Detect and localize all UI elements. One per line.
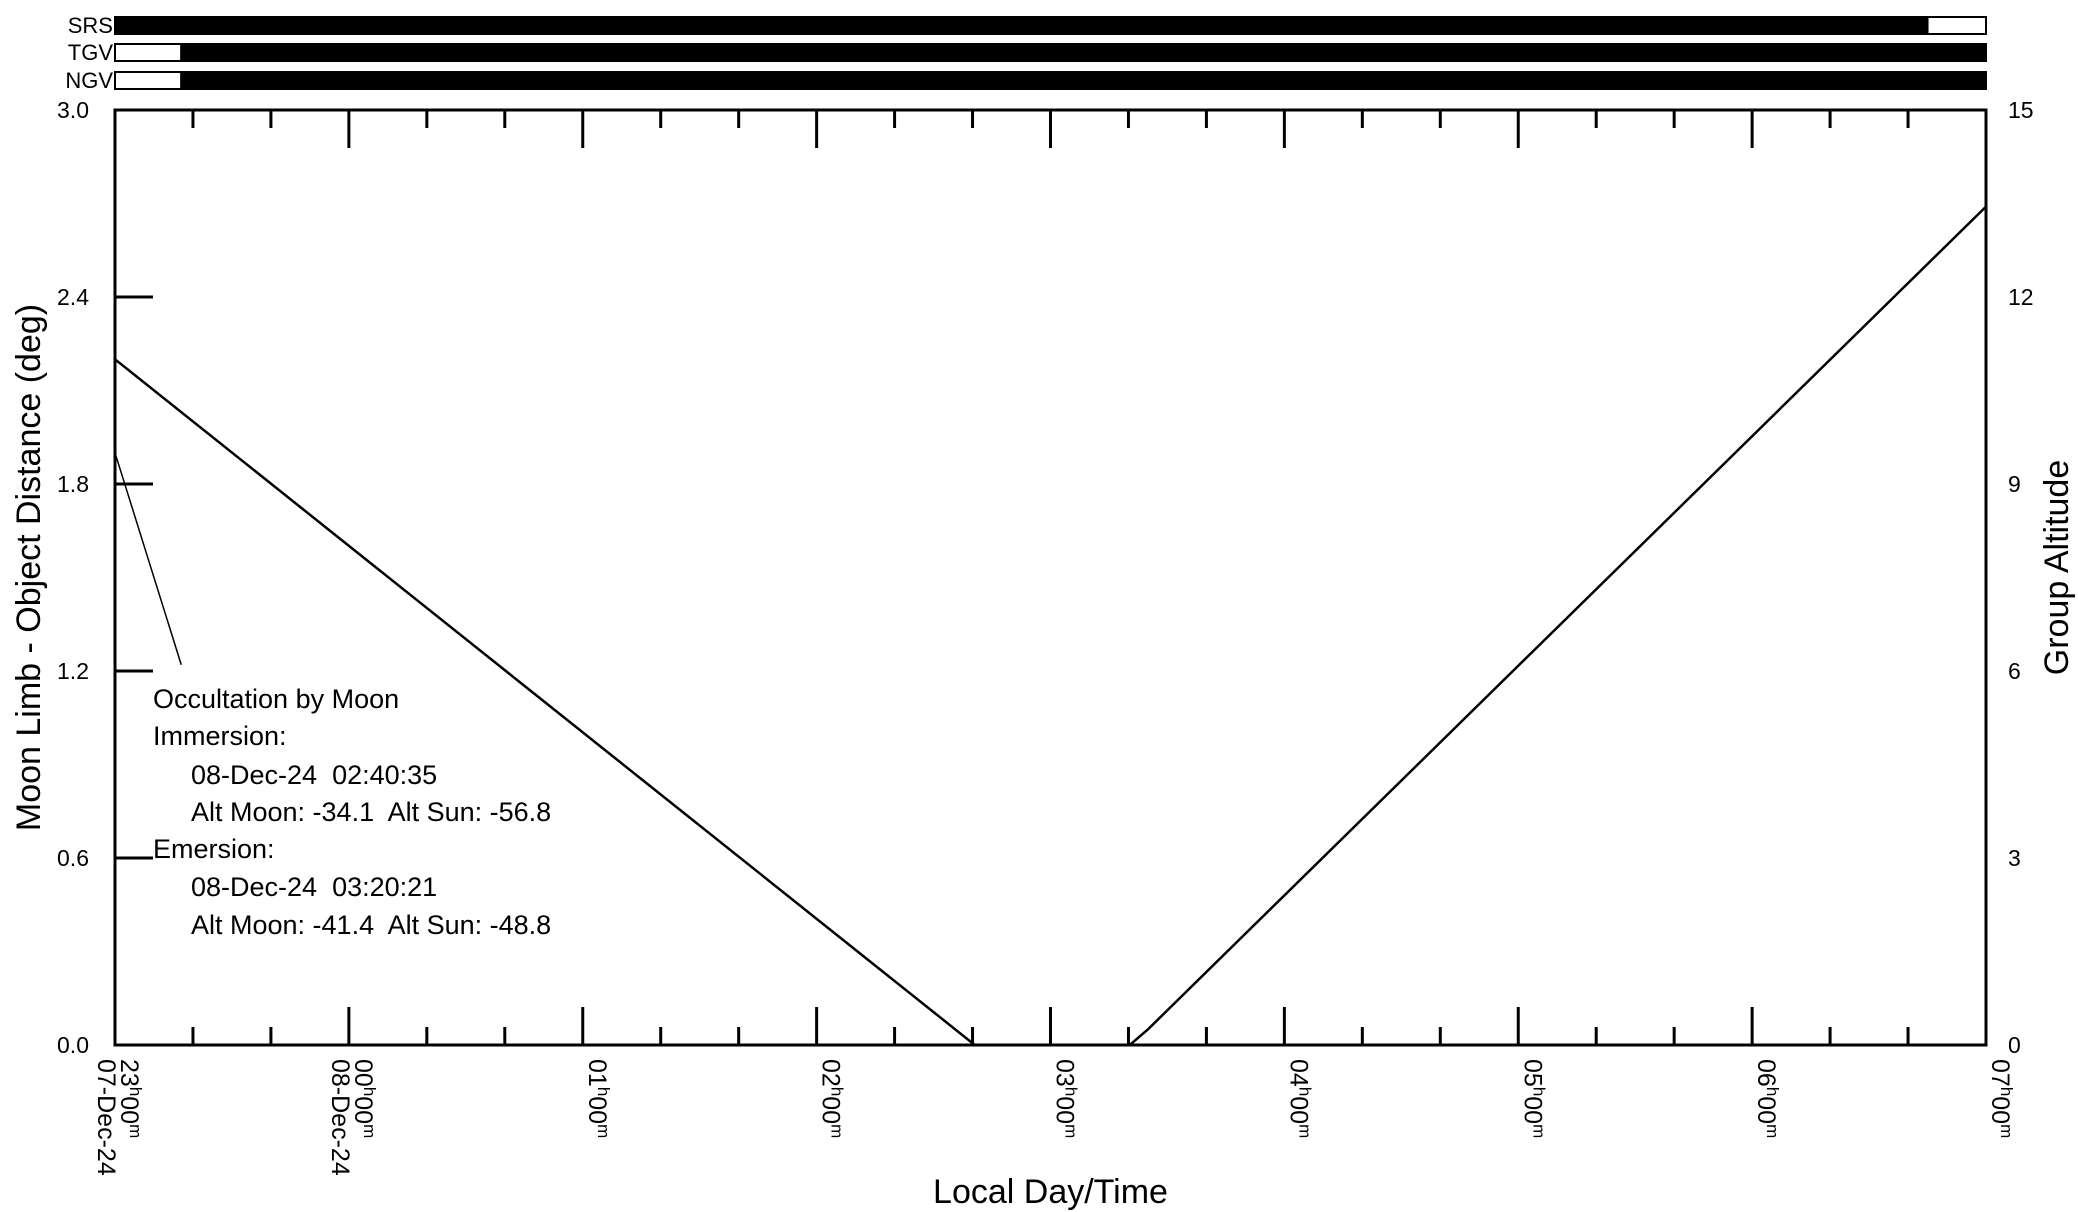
vis-bar-ngv-segment-1 bbox=[180, 71, 1988, 90]
vis-bar-label-ngv: NGV bbox=[65, 68, 113, 93]
x-date-label: 08-Dec-24 bbox=[326, 1059, 354, 1176]
series-line-0 bbox=[114, 205, 1987, 1047]
vis-bar-tgv-segment-1 bbox=[180, 43, 1988, 62]
x-hour-label-text: 03h00m bbox=[1051, 1059, 1081, 1138]
annotation-line: Immersion: bbox=[153, 721, 287, 751]
x-hour-label-text: 02h00m bbox=[817, 1059, 847, 1138]
x-axis-title: Local Day/Time bbox=[933, 1173, 1168, 1211]
x-hour-label-text: 05h00m bbox=[1518, 1059, 1548, 1138]
x-hour-label: 06h00m bbox=[1752, 1059, 1782, 1138]
series-lines bbox=[114, 205, 1987, 1047]
y-tick-label: 0.0 bbox=[57, 1032, 89, 1058]
y2-tick-label: 9 bbox=[2008, 471, 2021, 497]
y2-tick-labels: 0 3 6 9 12 15 bbox=[2008, 97, 2034, 1058]
vis-bar-label-tgv: TGV bbox=[68, 40, 114, 65]
y-tick-label: 1.2 bbox=[57, 658, 89, 684]
plot-frame bbox=[113, 108, 1988, 1047]
y-tick-label: 1.8 bbox=[57, 471, 89, 497]
annotation-line: Occultation by Moon bbox=[153, 684, 399, 714]
y-tick-labels: 0.0 0.6 1.2 1.8 2.4 3.0 bbox=[57, 97, 89, 1058]
y2-tick-label: 12 bbox=[2008, 284, 2034, 310]
x-hour-label: 00h00m bbox=[349, 1059, 379, 1138]
annotation-line: Emersion: bbox=[153, 834, 275, 864]
y-tick-label: 3.0 bbox=[57, 97, 89, 123]
x-hour-label: 07h00m bbox=[1986, 1059, 2016, 1138]
x-hour-label-text: 07h00m bbox=[1986, 1059, 2016, 1138]
x-hour-label: 04h00m bbox=[1284, 1059, 1314, 1138]
x-hour-label: 03h00m bbox=[1051, 1059, 1081, 1138]
annotation-line: 08-Dec-24 03:20:21 bbox=[191, 872, 437, 902]
x-hour-label: 01h00m bbox=[583, 1059, 613, 1138]
vis-bar-ngv-segment-0 bbox=[114, 71, 183, 90]
x-date-label: 07-Dec-24 bbox=[92, 1059, 120, 1176]
y2-tick-label: 6 bbox=[2008, 658, 2021, 684]
vis-bar-label-srs: SRS bbox=[68, 13, 113, 38]
axis-ticks bbox=[113, 108, 1988, 1047]
x-hour-label: 05h00m bbox=[1518, 1059, 1548, 1138]
x-hour-label-text: 04h00m bbox=[1284, 1059, 1314, 1138]
x-tick-labels: 23h00m 00h00m 01h00m 02h00m 03h00m 04h00m 05h0… bbox=[92, 1059, 2016, 1176]
annotation-line: 08-Dec-24 02:40:35 bbox=[191, 760, 437, 790]
x-hour-label-text: 23h00m bbox=[115, 1059, 145, 1138]
y2-tick-label: 15 bbox=[2008, 97, 2034, 123]
annotation-line: Alt Moon: -41.4 Alt Sun: -48.8 bbox=[191, 910, 551, 940]
vis-bar-srs-segment-0 bbox=[114, 16, 1929, 35]
annotation-line: Alt Moon: -34.1 Alt Sun: -56.8 bbox=[191, 797, 551, 827]
x-hour-label: 23h00m bbox=[115, 1059, 145, 1138]
x-hour-label: 02h00m bbox=[817, 1059, 847, 1138]
x-hour-label-text: 01h00m bbox=[583, 1059, 613, 1138]
y2-tick-label: 3 bbox=[2008, 845, 2021, 871]
vis-bar-srs-segment-1 bbox=[1926, 16, 1987, 35]
y-tick-label: 0.6 bbox=[57, 845, 89, 871]
x-hour-label-text: 06h00m bbox=[1752, 1059, 1782, 1138]
y-tick-label: 2.4 bbox=[57, 284, 89, 310]
y2-tick-label: 0 bbox=[2008, 1032, 2021, 1058]
y-axis-title: Moon Limb - Object Distance (deg) bbox=[10, 304, 48, 831]
x-hour-label-text: 00h00m bbox=[349, 1059, 379, 1138]
occultation-annotation: Occultation by Moon Immersion: 08-Dec-24 0… bbox=[114, 452, 551, 940]
vis-bar-tgv-segment-0 bbox=[114, 43, 183, 62]
y2-axis-title: Group Altitude bbox=[2038, 460, 2076, 675]
annotation-pointer bbox=[114, 452, 182, 665]
